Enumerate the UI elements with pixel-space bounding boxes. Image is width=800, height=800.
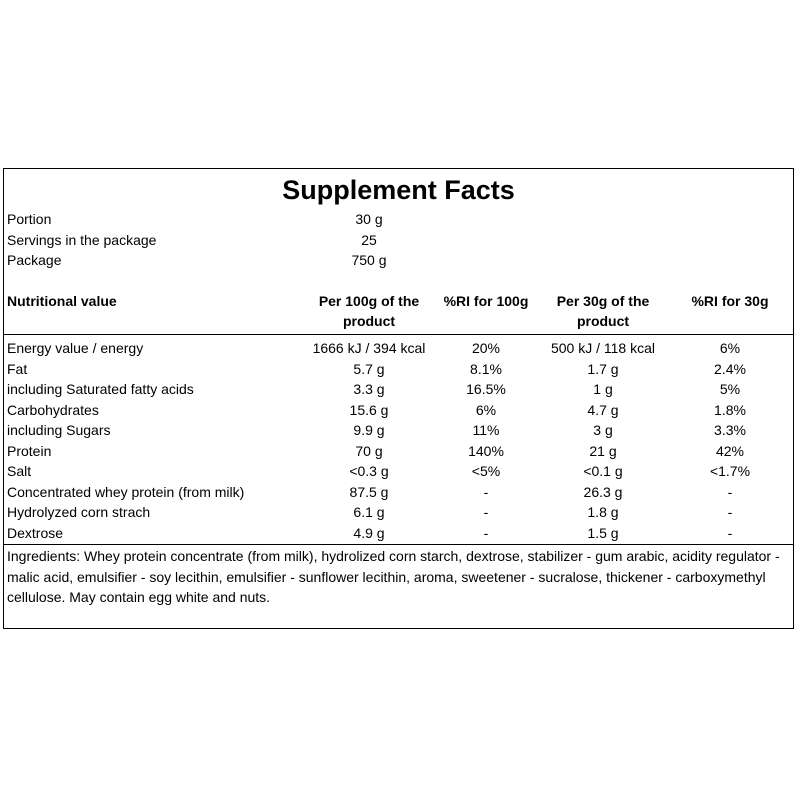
header-per-100g: Per 100g of the product (318, 293, 420, 329)
per-30g-value: 1 g (593, 381, 613, 397)
per-100g-value: 6.1 g (353, 504, 385, 520)
ri-100g-value: 20% (471, 340, 501, 356)
page-title: Supplement Facts (282, 175, 515, 205)
row-label: Salt (7, 463, 32, 479)
ri-30g-value: 2.4% (714, 360, 746, 377)
per-100g-value: <0.3 g (349, 463, 389, 479)
table-row: Hydrolyzed corn strach 6.1 g - 1.8 g - (4, 502, 793, 522)
ri-30g-value: - (727, 504, 733, 520)
row-label: Energy value / energy (7, 340, 144, 356)
per-30g-value: 21 g (589, 442, 617, 459)
header-ri-30g: %RI for 30g (691, 293, 769, 309)
header-per-30g: Per 30g of the product (556, 293, 650, 329)
supplement-facts-panel: Supplement Facts Portion 30 g Servings i… (3, 168, 794, 629)
row-label: Dextrose (7, 524, 64, 541)
table-row: Carbohydrates 15.6 g 6% 4.7 g 1.8% (4, 400, 793, 420)
table-row: Energy value / energy 1666 kJ / 394 kcal… (4, 338, 793, 358)
ri-30g-value: 5% (719, 381, 741, 397)
row-label: including Sugars (7, 422, 111, 438)
row-label: Concentrated whey protein (from milk) (7, 483, 245, 500)
table-row: including Sugars 9.9 g 11% 3 g 3.3% (4, 420, 793, 440)
ri-100g-value: 16.5% (466, 381, 506, 397)
row-label: Hydrolyzed corn strach (7, 504, 151, 520)
info-label-portion: Portion (7, 211, 52, 227)
ri-100g-value: 6% (475, 401, 497, 418)
per-100g-value: 15.6 g (349, 401, 389, 418)
ri-100g-value: - (483, 504, 489, 520)
per-100g-value: 9.9 g (353, 422, 385, 438)
ri-100g-value: 140% (468, 442, 504, 459)
ri-30g-value: 6% (719, 340, 741, 356)
row-label: including Saturated fatty acids (7, 381, 194, 397)
header-divider (4, 334, 793, 335)
table-row: including Saturated fatty acids 3.3 g 16… (4, 379, 793, 399)
ri-30g-value: <1.7% (709, 463, 751, 479)
ri-100g-value: - (483, 483, 489, 500)
per-30g-value: 1.5 g (587, 524, 619, 541)
ri-30g-value: 42% (715, 442, 745, 459)
per-30g-value: 1.7 g (587, 360, 619, 377)
table-row: Salt <0.3 g <5% <0.1 g <1.7% (4, 461, 793, 481)
table-row: Dextrose 4.9 g - 1.5 g - (4, 523, 793, 543)
row-label: Protein (7, 442, 52, 459)
header-nutritional-value: Nutritional value (7, 293, 117, 309)
per-100g-value: 87.5 g (349, 483, 389, 500)
ri-30g-value: 1.8% (714, 401, 746, 418)
table-row: Fat 5.7 g 8.1% 1.7 g 2.4% (4, 359, 793, 379)
row-label: Carbohydrates (7, 401, 99, 418)
ri-30g-value: 3.3% (714, 422, 746, 438)
ri-100g-value: 11% (472, 422, 500, 438)
ri-100g-value: <5% (471, 463, 501, 479)
ri-100g-value: 8.1% (470, 360, 502, 377)
per-100g-value: 3.3 g (353, 381, 385, 397)
ri-30g-value: - (727, 524, 733, 541)
per-30g-value: 500 kJ / 118 kcal (550, 340, 656, 356)
per-100g-value: 4.9 g (353, 524, 385, 541)
table-row: Concentrated whey protein (from milk) 87… (4, 482, 793, 502)
ingredients-divider (4, 544, 793, 545)
row-label: Fat (7, 360, 28, 377)
per-100g-value: 70 g (355, 442, 383, 459)
ingredients-text: Ingredients: Whey protein concentrate (f… (7, 548, 780, 605)
ri-30g-value: - (727, 483, 733, 500)
header-ri-100g: %RI for 100g (443, 293, 529, 309)
info-value-package: 750 g (351, 252, 387, 268)
info-value-portion: 30 g (355, 211, 383, 227)
per-100g-value: 5.7 g (353, 360, 385, 377)
per-30g-value: 1.8 g (587, 504, 619, 520)
per-100g-value: 1666 kJ / 394 kcal (312, 340, 426, 356)
table-row: Protein 70 g 140% 21 g 42% (4, 441, 793, 461)
per-30g-value: 26.3 g (583, 483, 623, 500)
info-value-servings: 25 (361, 232, 377, 248)
info-label-package: Package (7, 252, 62, 268)
per-30g-value: <0.1 g (583, 463, 623, 479)
ri-100g-value: - (483, 524, 489, 541)
per-30g-value: 3 g (593, 422, 613, 438)
per-30g-value: 4.7 g (587, 401, 619, 418)
info-label-servings: Servings in the package (7, 232, 157, 248)
